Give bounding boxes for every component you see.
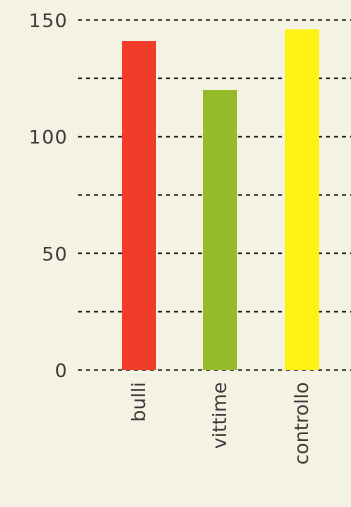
bar-controllo: [285, 29, 319, 370]
y-tick-label-100: 100: [29, 127, 68, 149]
y-tick-label-50: 50: [42, 243, 68, 265]
y-tick-label-150: 150: [29, 10, 68, 32]
bar-vittime: [203, 90, 237, 370]
category-label-vittime: vittime: [209, 382, 231, 449]
bars: [122, 29, 319, 370]
y-tick-label-0: 0: [55, 360, 68, 382]
category-label-bulli: bulli: [128, 382, 150, 422]
bar-bulli: [122, 41, 156, 370]
y-axis-ticks: 0 50 100 150: [29, 10, 68, 382]
category-label-controllo: controllo: [291, 382, 313, 465]
x-axis-categories: bulli vittime controllo: [128, 382, 313, 465]
